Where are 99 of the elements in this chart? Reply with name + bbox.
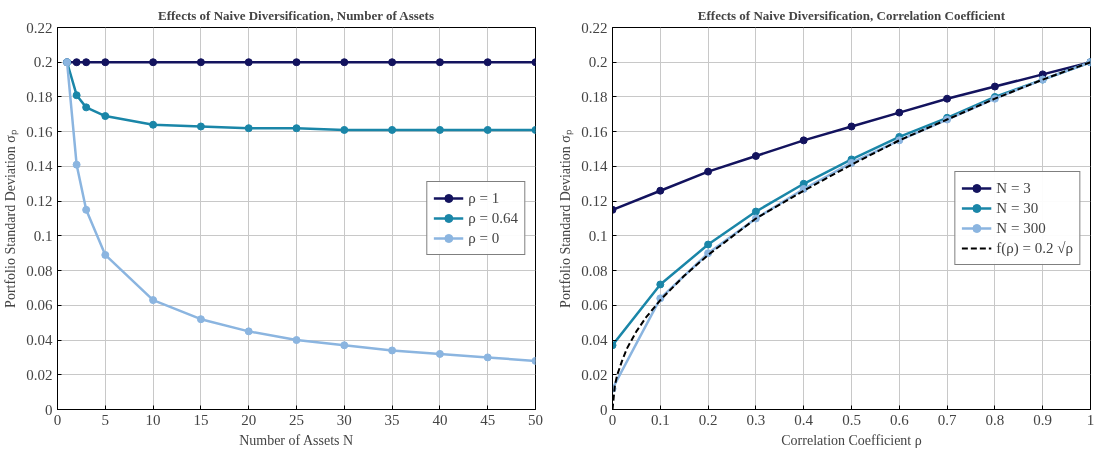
y-tick-label: 0.22 (26, 19, 53, 36)
point (895, 108, 904, 117)
legend-label: N = 3 (996, 179, 1031, 197)
x-tick-label: 25 (289, 411, 304, 428)
y-tick-label: 0.04 (581, 332, 608, 349)
x-axis-title: Correlation Coefficient ρ (781, 432, 922, 448)
point (101, 250, 110, 259)
legend-label: N = 30 (996, 199, 1039, 217)
x-tick-label: 0.3 (746, 411, 766, 428)
point (704, 240, 713, 249)
point (340, 125, 349, 134)
x-tick-label: 35 (384, 411, 400, 428)
point (435, 58, 444, 67)
point (72, 58, 81, 67)
point (149, 120, 158, 129)
point (292, 124, 301, 133)
point (751, 152, 760, 160)
y-tick-label: 0.1 (588, 227, 608, 244)
point (196, 58, 205, 67)
y-tick-label: 0.22 (581, 19, 608, 36)
legend-label: ρ = 0.64 (468, 209, 518, 227)
point (196, 122, 205, 131)
point (244, 124, 253, 133)
x-tick-label: 1 (1086, 411, 1095, 428)
y-tick-label: 0.16 (26, 123, 53, 140)
y-tick-label: 0.1 (33, 227, 53, 244)
point (340, 341, 349, 350)
point (340, 58, 349, 67)
point (82, 205, 91, 214)
y-tick-label: 0.2 (33, 54, 53, 71)
point (82, 103, 91, 112)
y-tick-label: 0.14 (581, 158, 608, 175)
y-tick-label: 0.14 (26, 158, 53, 175)
x-tick-label: 5 (101, 411, 110, 428)
x-tick-label: 0.5 (842, 411, 861, 428)
point (483, 58, 492, 67)
y-tick-label: 0.04 (26, 332, 53, 349)
point (704, 167, 713, 176)
x-tick-label: 30 (336, 411, 352, 428)
y-tick-label: 0.12 (26, 193, 53, 210)
point (656, 280, 665, 289)
y-tick-label: 0.18 (581, 88, 608, 105)
point (847, 122, 856, 131)
point (72, 160, 81, 169)
x-tick-label: 0.4 (794, 411, 814, 428)
chart-title: Effects of Naive Diversification, Correlation Coefficient (697, 7, 1006, 23)
point (799, 136, 808, 145)
point (943, 94, 952, 103)
legend-label: ρ = 1 (468, 189, 500, 207)
point (82, 58, 91, 67)
point (751, 207, 760, 216)
point (388, 125, 397, 134)
y-axis-title: Portfolio Standard Deviation σₚ (3, 129, 20, 308)
x-tick-label: 0.7 (937, 411, 957, 428)
legend-label: N = 300 (996, 219, 1046, 237)
point (149, 296, 158, 305)
y-tick-label: 0.2 (588, 54, 608, 71)
x-tick-label: 0.6 (889, 411, 910, 428)
point (244, 327, 253, 336)
legend-label: ρ = 0 (468, 229, 500, 247)
y-tick-label: 0.08 (26, 262, 53, 279)
point (292, 58, 301, 67)
point (292, 336, 301, 345)
y-tick-label: 0.16 (581, 123, 608, 140)
point (656, 186, 665, 195)
x-tick-label: 10 (145, 411, 161, 428)
x-tick-label: 0.1 (650, 411, 670, 428)
point (101, 112, 110, 121)
point (990, 82, 999, 91)
point (244, 58, 253, 67)
x-tick-label: 0.8 (985, 411, 1005, 428)
point (435, 125, 444, 134)
x-tick-label: 0.2 (698, 411, 718, 428)
chart-title: Effects of Naive Diversification, Number of Assets (158, 7, 435, 23)
point (149, 58, 158, 67)
x-tick-label: 45 (480, 411, 496, 428)
x-axis-title: Number of Assets N (239, 432, 354, 448)
y-tick-label: 0.02 (26, 366, 53, 383)
x-tick-label: 15 (193, 411, 209, 428)
legend-label: f(ρ) = 0.2 √ρ (996, 239, 1073, 257)
point (483, 353, 492, 362)
y-tick-label: 0.06 (26, 297, 53, 314)
y-tick-label: 0.06 (581, 297, 608, 314)
point (435, 349, 444, 358)
point (196, 315, 205, 324)
y-tick-label: 0.12 (581, 193, 608, 210)
y-tick-label: 0.18 (26, 88, 53, 105)
x-tick-label: 0.9 (1033, 411, 1053, 428)
y-tick-label: 0.08 (581, 262, 608, 279)
x-tick-label: 40 (432, 411, 448, 428)
point (388, 346, 397, 355)
y-axis-title: Portfolio Standard Deviation σₚ (558, 129, 575, 308)
point (388, 58, 397, 67)
point (72, 91, 81, 100)
point (483, 125, 492, 134)
x-tick-label: 50 (528, 411, 543, 428)
point (101, 58, 110, 67)
x-tick-label: 20 (241, 411, 257, 428)
y-tick-label: 0.02 (581, 366, 608, 383)
